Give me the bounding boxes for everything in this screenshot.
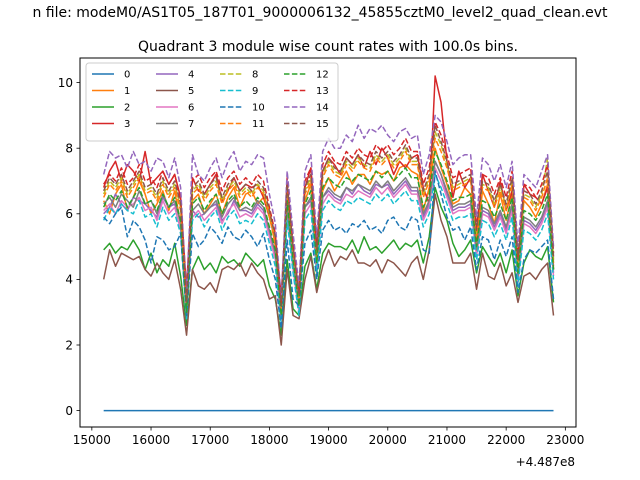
x-tick-label: 19000	[309, 433, 347, 447]
y-tick-label: 10	[58, 76, 73, 90]
legend-label-1: 1	[124, 86, 130, 97]
x-tick-label: 22000	[487, 433, 525, 447]
series-line-15	[102, 124, 555, 307]
legend-label-0: 0	[124, 70, 130, 81]
plot-area	[102, 75, 555, 412]
y-tick-label: 8	[65, 142, 73, 156]
series-line-7	[103, 160, 555, 317]
x-axis: 15000 16000 17000 18000 19000 20000 21000 22000…	[73, 427, 584, 447]
y-tick-label: 4	[65, 273, 73, 287]
y-tick-label: 0	[65, 404, 73, 418]
legend-box	[85, 62, 339, 142]
series-line-9	[102, 173, 555, 327]
series-line-11	[102, 137, 555, 310]
legend-label-8: 8	[252, 70, 258, 81]
x-tick-label: 23000	[546, 433, 584, 447]
x-tick-label: 21000	[428, 433, 466, 447]
x-tick-label: 16000	[132, 433, 170, 447]
y-axis: 0 2 4 6 8 10	[58, 76, 80, 418]
series-line-10	[103, 170, 555, 330]
legend-label-3: 3	[124, 119, 130, 130]
legend-label-2: 2	[124, 103, 130, 114]
x-tick-label: 20000	[369, 433, 407, 447]
y-tick-label: 2	[65, 338, 73, 352]
figure-suptitle: n file: modeM0/AS1T05_187T01_9000006132_…	[32, 5, 608, 21]
chart-title: Quadrant 3 module wise count rates with …	[138, 39, 518, 55]
x-tick-label: 17000	[191, 433, 229, 447]
legend-label-4: 4	[188, 70, 194, 81]
legend-label-5: 5	[188, 86, 194, 97]
legend-label-13: 13	[316, 86, 329, 97]
legend-label-10: 10	[252, 103, 265, 114]
y-tick-label: 6	[65, 207, 73, 221]
legend-label-7: 7	[188, 119, 194, 130]
series-line-12	[102, 150, 555, 317]
legend-label-14: 14	[316, 103, 329, 114]
legend-label-11: 11	[252, 119, 265, 130]
legend-label-9: 9	[252, 86, 258, 97]
legend-label-15: 15	[316, 119, 329, 130]
axes-frame	[79, 57, 577, 428]
x-tick-label: 18000	[250, 433, 288, 447]
x-tick-label: 15000	[73, 433, 111, 447]
x-offset-label: +4.487e8	[516, 455, 575, 469]
legend-label-6: 6	[188, 103, 194, 114]
series-line-5	[102, 193, 555, 346]
legend-label-12: 12	[316, 70, 329, 81]
series-line-2	[103, 186, 555, 336]
